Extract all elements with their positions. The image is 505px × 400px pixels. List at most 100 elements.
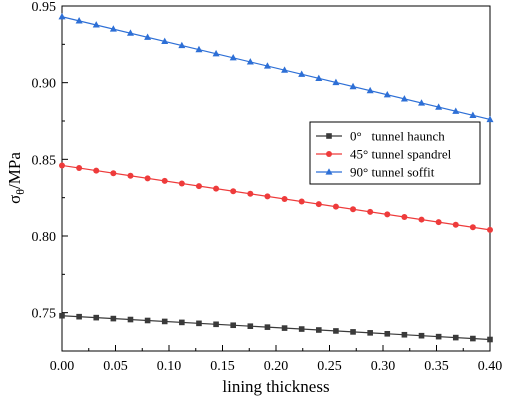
y-tick-label: 0.80	[32, 230, 57, 245]
legend-label: 90° tunnel soffit	[350, 165, 435, 180]
data-point	[127, 316, 134, 323]
data-point	[58, 12, 66, 20]
data-point	[401, 331, 408, 338]
data-point	[126, 29, 134, 36]
data-point	[59, 162, 65, 169]
data-point	[230, 188, 237, 195]
data-point	[195, 183, 202, 190]
legend-entry: 0° tunnel haunch	[316, 129, 445, 144]
data-point	[349, 82, 357, 90]
data-point	[281, 325, 288, 331]
data-point	[93, 314, 100, 321]
series-line	[61, 315, 491, 341]
data-point	[418, 216, 425, 223]
data-point	[161, 318, 168, 325]
y-axis-title-subscript: θ	[13, 189, 27, 195]
data-point	[469, 111, 477, 118]
data-point	[470, 335, 476, 342]
data-point	[281, 66, 289, 73]
y-axis-title-group: σθ/MPa	[5, 152, 27, 204]
data-point	[435, 103, 443, 110]
x-tick-label: 0.20	[264, 359, 289, 374]
data-point	[213, 321, 219, 328]
data-point	[487, 336, 493, 343]
data-point	[75, 17, 83, 24]
x-axis-ticks: 0.00 0.05 0.10 0.15 0.20 0.25 0.30 0.35 0.40	[50, 345, 503, 374]
data-point	[230, 322, 236, 329]
data-point	[76, 165, 83, 172]
data-point	[178, 180, 185, 187]
data-point	[247, 190, 254, 197]
y-tick-label: 0.90	[32, 77, 57, 92]
legend-marker	[326, 133, 332, 139]
data-point	[110, 170, 117, 177]
data-point	[400, 95, 408, 102]
data-point	[383, 91, 391, 98]
series-layer	[58, 12, 494, 343]
data-point	[367, 330, 373, 336]
data-point	[298, 326, 305, 332]
data-point	[93, 167, 100, 174]
data-point	[316, 327, 322, 333]
data-point	[435, 219, 442, 226]
data-point	[144, 33, 152, 40]
data-point	[452, 221, 459, 228]
legend-entry: 90° tunnel soffit	[316, 165, 435, 180]
data-point	[401, 213, 408, 220]
series-2	[58, 12, 494, 123]
data-point	[350, 206, 357, 213]
series-1	[59, 162, 493, 233]
data-point	[144, 317, 151, 324]
data-point	[161, 177, 168, 184]
y-tick-label: 0.75	[32, 307, 57, 322]
data-point	[418, 332, 425, 339]
data-point	[59, 312, 65, 319]
x-tick-label: 0.25	[317, 359, 342, 374]
x-axis-title: lining thickness	[222, 377, 329, 396]
data-point	[92, 21, 100, 28]
x-tick-label: 0.40	[478, 359, 503, 374]
data-point	[367, 208, 374, 215]
data-point	[109, 25, 117, 32]
data-point	[110, 315, 117, 322]
series-line	[61, 16, 491, 121]
legend-label: 45° tunnel spandrel	[350, 147, 452, 162]
legend-marker	[326, 151, 332, 157]
data-point	[76, 313, 82, 320]
data-point	[384, 211, 391, 218]
data-point	[178, 41, 186, 49]
data-point	[452, 334, 459, 341]
legend-marker	[325, 168, 333, 175]
y-axis-ticks: 0.75 0.80 0.85 0.90 0.95	[32, 0, 68, 352]
data-point	[452, 107, 460, 114]
data-point	[298, 70, 306, 77]
data-point	[127, 172, 134, 179]
legend: 0° tunnel haunch 45° tunnel spandrel 90° t…	[309, 121, 481, 185]
x-tick-label: 0.05	[103, 359, 128, 374]
data-point	[229, 54, 237, 61]
data-point	[332, 203, 339, 210]
data-point	[212, 49, 220, 57]
data-point	[366, 86, 374, 94]
data-point	[418, 99, 426, 106]
data-point	[263, 62, 271, 69]
data-point	[213, 185, 220, 192]
data-point	[384, 330, 391, 337]
data-point	[487, 226, 493, 233]
data-point	[298, 198, 305, 205]
data-point	[264, 193, 271, 200]
x-tick-label: 0.30	[371, 359, 396, 374]
y-axis-title: σθ/MPa	[5, 152, 27, 204]
y-tick-label: 0.95	[32, 0, 57, 15]
series-0	[59, 312, 493, 343]
data-point	[469, 224, 476, 231]
data-point	[264, 324, 271, 330]
x-tick-label: 0.35	[424, 359, 449, 374]
data-point	[350, 329, 356, 335]
data-point	[144, 175, 151, 182]
legend-box	[309, 121, 481, 185]
x-tick-label: 0.00	[50, 359, 75, 374]
data-point	[179, 319, 185, 326]
data-point	[486, 115, 494, 123]
